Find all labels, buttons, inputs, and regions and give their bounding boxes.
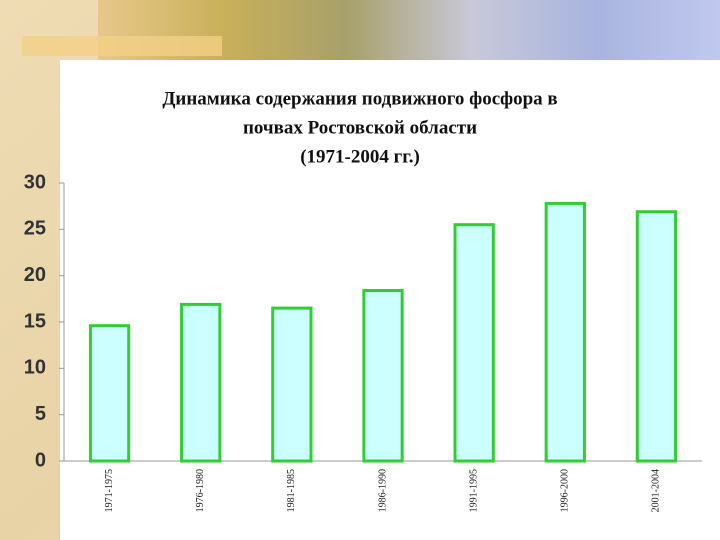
chart-title: почвах Ростовской области	[243, 117, 477, 138]
y-tick-label: 30	[24, 171, 46, 193]
y-tick-label: 20	[24, 264, 46, 286]
bar	[88, 324, 131, 463]
bar	[635, 210, 678, 463]
x-tick-label: 2001-2004	[651, 469, 662, 512]
bar	[180, 302, 222, 463]
chart-title: Динамика содержания подвижного фосфора в	[162, 88, 557, 109]
y-tick-label: 10	[24, 357, 46, 379]
chart-title: (1971-2004 гг.)	[300, 146, 420, 167]
bar	[362, 288, 404, 463]
x-tick-label: 1996-2000	[560, 469, 571, 512]
y-tick-label: 25	[24, 218, 46, 240]
x-tick-label: 1971-1975	[104, 469, 115, 512]
y-tick-label: 15	[24, 310, 46, 332]
decor-bar	[22, 36, 222, 56]
bar	[453, 223, 495, 463]
bar	[544, 201, 586, 463]
x-tick-label: 1991-1995	[468, 469, 479, 512]
x-tick-label: 1976-1980	[195, 469, 206, 512]
bar	[271, 306, 313, 463]
y-tick-label: 0	[35, 449, 46, 471]
x-tick-label: 1986-1990	[377, 469, 388, 512]
y-tick-label: 5	[35, 403, 46, 425]
x-tick-label: 1981-1985	[286, 469, 297, 512]
